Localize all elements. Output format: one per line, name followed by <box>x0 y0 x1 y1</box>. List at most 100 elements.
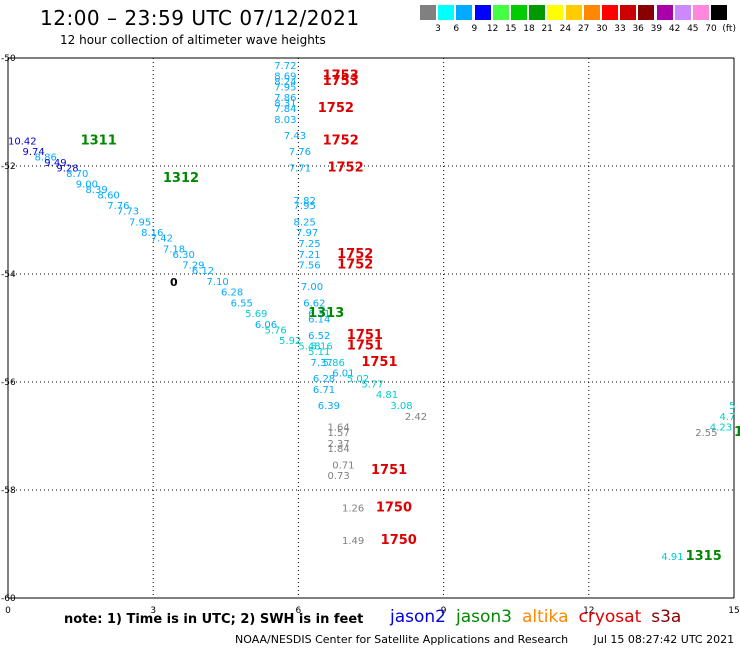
x-tick-label: 3 <box>150 606 156 616</box>
wave-height-value: 4.23 <box>710 423 732 434</box>
wave-height-value: 6.12 <box>192 266 214 277</box>
time-label: 1752 <box>318 101 354 116</box>
scale-label: 12 <box>486 24 499 34</box>
wave-height-value: 4.91 <box>661 552 683 563</box>
scale-swatch <box>420 5 437 20</box>
wave-height-value: 6.28 <box>313 374 335 385</box>
wave-height-value: 1.49 <box>342 536 364 547</box>
x-tick-label: 6 <box>296 606 302 616</box>
wave-height-value: 7.56 <box>298 261 320 272</box>
wave-height-value: 6.62 <box>303 298 325 309</box>
map-title: 12:00 – 23:59 UTC 07/12/2021 <box>40 6 360 30</box>
wave-height-value: 7.43 <box>284 131 306 142</box>
wave-height-value: 7.82 <box>294 196 316 207</box>
x-tick-label: 15 <box>728 606 739 616</box>
wave-height-value: 8.16 <box>141 228 163 239</box>
scale-swatch <box>656 5 674 20</box>
scale-label: 42 <box>668 24 681 34</box>
scale-label: 21 <box>541 24 553 34</box>
time-label: 1751 <box>347 328 383 343</box>
wave-height-value: 2.55 <box>695 428 717 439</box>
wave-height-value: 6.14 <box>308 315 330 326</box>
satellite-s3a: s3a <box>651 607 682 627</box>
time-label: 19 <box>734 425 740 440</box>
time-label: 1312 <box>163 171 199 186</box>
time-label: 1752 <box>337 247 373 262</box>
wave-height-value: 7.73 <box>117 207 139 218</box>
wave-height-value: 7.71 <box>289 163 311 174</box>
wave-height-value: 6.55 <box>231 298 253 309</box>
wave-height-value: 5.86 <box>323 358 345 369</box>
wave-height-value: 7.95 <box>129 217 151 228</box>
scale-swatch <box>620 5 638 20</box>
wave-height-value: 9.00 <box>76 180 98 191</box>
time-label: 1313 <box>308 306 344 321</box>
y-tick-label: -52 <box>1 162 16 172</box>
wave-height-points: 10.429.748.869.499.288.709.008.398.607.7… <box>8 61 736 563</box>
time-label: 1751 <box>371 463 407 478</box>
scale-label: 15 <box>505 24 517 34</box>
wave-height-value: 6.52 <box>308 331 330 342</box>
scale-swatch <box>674 5 692 20</box>
zero-marker: 0 <box>170 276 178 289</box>
scale-label: 6 <box>453 24 460 34</box>
scale-label: 18 <box>523 24 535 34</box>
time-labels: 1311131213131315191753175317521752175217… <box>81 69 740 565</box>
scale-swatch <box>711 5 729 20</box>
scale-label: 45 <box>687 24 699 34</box>
x-tick-label: 0 <box>5 606 11 616</box>
wave-height-value: 1.64 <box>327 423 349 434</box>
scale-label: 70 <box>705 24 717 34</box>
wave-height-value: 6.01 <box>332 369 354 380</box>
scale-label: 30 <box>596 24 608 34</box>
wave-height-value: 8.25 <box>294 217 316 228</box>
wave-height-value: 8.86 <box>35 153 57 164</box>
wave-height-value: 8.69 <box>274 72 296 83</box>
scale-swatch <box>602 5 619 20</box>
y-tick-label: -50 <box>1 54 16 64</box>
wave-height-value: 7.86 <box>274 93 296 104</box>
time-label: 1753 <box>323 74 359 89</box>
credit-timestamp: Jul 15 08:27:42 UTC 2021 <box>593 633 735 646</box>
satellite-jason2: jason2 <box>390 607 446 627</box>
wave-height-value: 7.84 <box>274 104 296 115</box>
wave-height-value: 8.39 <box>85 185 107 196</box>
wave-height-value: 2.42 <box>405 412 427 423</box>
wave-height-value: 7.25 <box>298 239 320 250</box>
time-label: 1752 <box>327 160 363 175</box>
wave-height-value: 6.39 <box>318 401 340 412</box>
y-tick-label: -58 <box>1 486 16 496</box>
time-label: 1315 <box>686 549 722 564</box>
scale-label: 9 <box>471 24 478 34</box>
credit-line: NOAA/NESDIS Center for Satellite Applica… <box>235 633 740 646</box>
wave-height-value: 7.76 <box>289 147 311 158</box>
scale-swatch <box>492 5 510 20</box>
wave-height-value: 7.42 <box>151 234 173 245</box>
wave-height-value: 10.42 <box>8 136 37 147</box>
wave-height-value: 4.81 <box>376 390 398 401</box>
wave-height-value: 6.31 <box>308 309 330 320</box>
footnote: note: 1) Time is in UTC; 2) SWH is in fe… <box>64 612 364 627</box>
scale-label: 27 <box>577 24 590 34</box>
scale-label: (ft) <box>722 24 736 34</box>
wave-height-value: 6.06 <box>255 320 277 331</box>
wave-height-value: 0.71 <box>332 460 354 471</box>
wave-height-value: 7.29 <box>182 261 204 272</box>
scale-swatch <box>565 5 583 20</box>
wave-height-value: 5.02 <box>347 374 369 385</box>
wave-height-value: 5.48 <box>298 342 320 353</box>
wave-height-value: 8.24 <box>274 77 296 88</box>
time-label: 1751 <box>347 339 383 354</box>
wave-height-value: 2.37 <box>327 439 349 450</box>
wave-height-value: 7.21 <box>298 250 320 261</box>
scale-swatch <box>583 5 601 20</box>
time-label: 1750 <box>381 533 417 548</box>
wave-height-value: 1.26 <box>342 504 364 515</box>
scale-label: 33 <box>614 24 626 34</box>
scale-swatch <box>547 5 565 20</box>
scale-swatch <box>529 5 547 20</box>
wave-height-value: 5 <box>729 401 735 412</box>
x-tick-label: 12 <box>583 606 594 616</box>
y-tick-label: -54 <box>1 270 16 280</box>
